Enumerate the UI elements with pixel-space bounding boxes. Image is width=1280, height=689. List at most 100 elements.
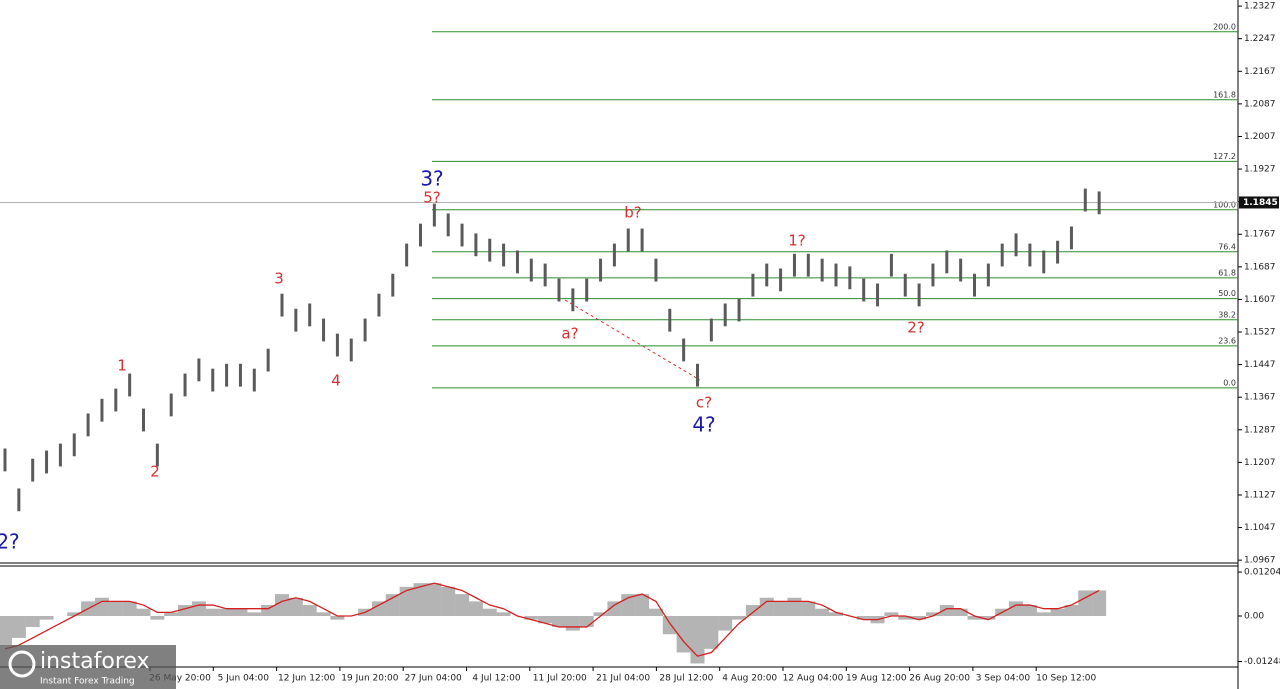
x-tick-label: 27 Jun 04:00: [405, 674, 462, 684]
osc-histogram: [662, 616, 677, 635]
watermark-logo: [8, 650, 36, 678]
main-panel: [0, 0, 1238, 563]
osc-histogram: [94, 597, 109, 617]
osc-histogram: [191, 601, 206, 617]
wave-label: 4: [331, 372, 341, 390]
y-tick-label: 1.1767: [1244, 230, 1276, 240]
osc-histogram: [732, 616, 747, 620]
x-tick-label: 10 Sep 12:00: [1036, 674, 1096, 684]
fib-label: 161.8: [1213, 90, 1236, 99]
y-tick-label: 1.2247: [1244, 34, 1276, 44]
osc-histogram: [967, 616, 982, 620]
osc-histogram: [745, 605, 760, 617]
y-tick-label: 1.1127: [1244, 490, 1276, 500]
wave-label: 1?: [788, 232, 806, 250]
x-tick-label: 28 Jul 12:00: [659, 674, 713, 684]
osc-histogram: [205, 608, 220, 617]
osc-histogram: [413, 583, 428, 617]
osc-histogram: [759, 597, 774, 617]
osc-histogram: [164, 612, 179, 617]
osc-histogram: [233, 608, 248, 617]
y-tick-label: 1.2167: [1244, 67, 1276, 77]
osc-histogram: [0, 616, 12, 646]
fib-label: 127.2: [1213, 152, 1236, 161]
osc-histogram: [607, 601, 622, 617]
wave-label: 2?: [0, 530, 20, 554]
y-tick-label: 1.1367: [1244, 393, 1276, 403]
y-tick-label: 1.2007: [1244, 132, 1276, 142]
x-tick-label: 12 Jun 12:00: [278, 674, 335, 684]
y-tick-label: 1.1687: [1244, 262, 1276, 272]
osc-histogram: [496, 612, 511, 617]
osc-histogram: [150, 616, 165, 620]
osc-histogram: [316, 612, 331, 617]
osc-histogram: [441, 586, 456, 617]
osc-histogram: [676, 616, 691, 653]
watermark-brand: instaforex: [40, 649, 150, 674]
osc-histogram: [1064, 605, 1079, 617]
osc-histogram: [219, 608, 234, 617]
osc-histogram: [773, 601, 788, 617]
osc-histogram: [1009, 601, 1024, 617]
osc-histogram: [939, 605, 954, 617]
y-tick-label: 1.0967: [1244, 556, 1276, 566]
x-tick-label: 4 Jul 12:00: [472, 674, 521, 684]
x-tick-label: 12 Aug 04:00: [783, 674, 844, 684]
y-tick-label: 1.1447: [1244, 360, 1276, 370]
wave-label: 2: [150, 463, 160, 481]
osc-histogram: [579, 616, 594, 627]
x-tick-label: 21 Jul 04:00: [596, 674, 650, 684]
osc-histogram: [1036, 612, 1051, 617]
osc-histogram: [538, 616, 553, 624]
wave-label: 2?: [907, 319, 925, 337]
y-tick-label: 1.1927: [1244, 165, 1276, 175]
fib-label: 0.0: [1223, 378, 1236, 387]
osc-histogram: [898, 616, 913, 620]
y-tick-label: 1.1207: [1244, 458, 1276, 468]
fib-label: 50.0: [1218, 289, 1236, 298]
osc-histogram: [925, 612, 940, 617]
osc-histogram: [455, 594, 470, 617]
osc-histogram: [468, 601, 483, 617]
osc-histogram: [829, 612, 843, 617]
x-tick-label: 11 Jul 20:00: [533, 674, 587, 684]
osc-histogram: [11, 616, 26, 638]
osc-histogram: [801, 601, 816, 617]
osc-y-tick-label: 0.01204: [1244, 568, 1280, 578]
fib-label: 200.0: [1213, 22, 1236, 31]
x-tick-label: 19 Jun 20:00: [341, 674, 398, 684]
osc-histogram: [815, 608, 830, 617]
osc-histogram: [718, 616, 733, 631]
y-tick-label: 1.1047: [1244, 523, 1276, 533]
watermark: instaforex Instant Forex Trading: [0, 645, 176, 689]
wave-label: b?: [624, 204, 641, 222]
fib-label: 100.0: [1213, 200, 1236, 209]
y-tick-label: 1.1287: [1244, 425, 1276, 435]
osc-histogram: [247, 612, 262, 617]
current-price-label: 1.1845: [1243, 198, 1278, 208]
y-tick-label: 1.1607: [1244, 295, 1276, 305]
fib-label: 76.4: [1218, 242, 1236, 251]
current-price-box: [1239, 196, 1279, 209]
osc-histogram: [427, 583, 442, 617]
osc-histogram: [330, 616, 345, 620]
fib-label: 61.8: [1218, 268, 1236, 277]
osc-histogram: [912, 616, 927, 620]
osc-histogram: [648, 608, 663, 617]
osc-histogram: [1078, 590, 1093, 617]
wave-label: a?: [561, 325, 578, 343]
osc-histogram: [565, 616, 580, 631]
osc-y-tick-label: -0.01248: [1244, 657, 1280, 667]
x-tick-label: 3 Sep 04:00: [976, 674, 1031, 684]
osc-histogram: [593, 612, 608, 617]
osc-histogram: [884, 612, 899, 617]
osc-histogram: [953, 608, 968, 617]
watermark-bg: [0, 645, 176, 689]
osc-histogram: [399, 586, 414, 617]
osc-histogram: [122, 601, 137, 617]
wave-label: 3: [274, 270, 284, 288]
watermark-tagline: Instant Forex Trading: [40, 677, 135, 687]
wave-connector: [564, 299, 701, 381]
fib-label: 38.2: [1218, 310, 1236, 319]
